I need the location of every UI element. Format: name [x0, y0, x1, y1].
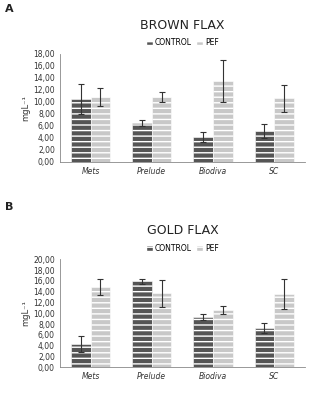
Bar: [71, 99, 91, 162]
Y-axis label: mgL⁻¹: mgL⁻¹: [21, 300, 30, 326]
Legend: CONTROL, PEF: CONTROL, PEF: [146, 38, 219, 48]
Title: BROWN FLAX: BROWN FLAX: [140, 19, 225, 32]
Bar: [193, 317, 213, 367]
Title: GOLD FLAX: GOLD FLAX: [147, 224, 218, 237]
Bar: [255, 131, 274, 162]
Bar: [213, 81, 233, 162]
Bar: [71, 344, 91, 367]
Text: A: A: [5, 4, 13, 14]
Bar: [132, 282, 152, 367]
Bar: [132, 123, 152, 162]
Bar: [255, 328, 274, 367]
Text: B: B: [5, 202, 13, 212]
Bar: [213, 310, 233, 367]
Bar: [274, 294, 294, 367]
Legend: CONTROL, PEF: CONTROL, PEF: [146, 244, 219, 253]
Bar: [91, 97, 110, 162]
Bar: [274, 98, 294, 162]
Y-axis label: mgL⁻¹: mgL⁻¹: [21, 95, 30, 121]
Bar: [152, 293, 172, 367]
Bar: [91, 287, 110, 367]
Bar: [193, 137, 213, 162]
Bar: [152, 97, 172, 162]
